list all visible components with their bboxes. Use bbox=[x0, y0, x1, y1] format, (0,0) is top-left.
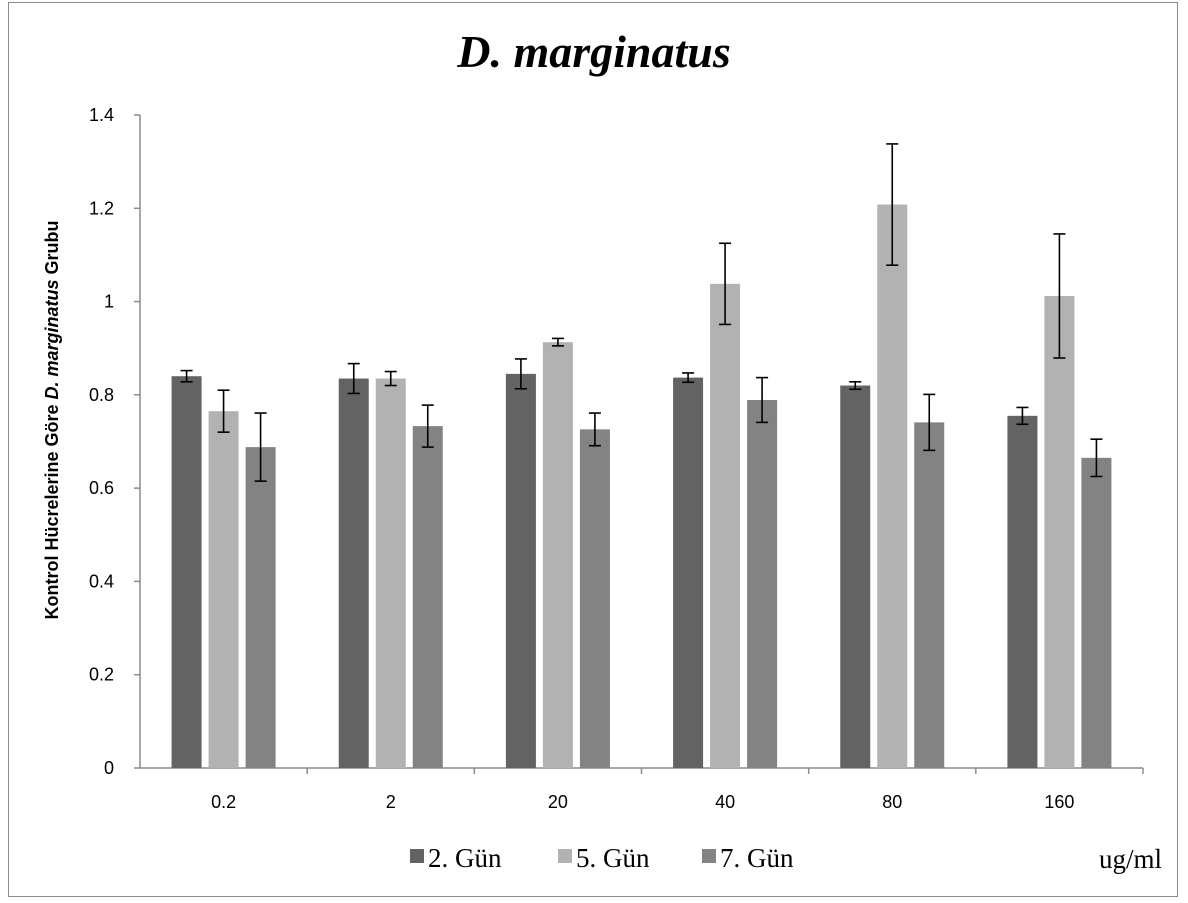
x-tick-label: 160 bbox=[1044, 792, 1074, 812]
legend-label: 7. Gün bbox=[720, 843, 794, 873]
y-tick-label: 0.8 bbox=[89, 385, 114, 405]
axes: 0 0.2 0.4 0.6 0.8 1 1.2 1.4 0.2 2 20 40 80 160 bbox=[89, 105, 1144, 812]
bar bbox=[245, 447, 276, 768]
bar bbox=[710, 283, 741, 768]
legend-label: 2. Gün bbox=[428, 843, 502, 873]
x-tick-label: 20 bbox=[548, 792, 568, 812]
bar bbox=[505, 373, 536, 768]
chart: D. marginatus Kontrol Hücrelerine Göre D… bbox=[42, 26, 1162, 874]
bar bbox=[208, 411, 239, 768]
y-tick-label: 1.2 bbox=[89, 198, 114, 218]
legend-label: 5. Gün bbox=[576, 843, 650, 873]
chart-frame: D. marginatus Kontrol Hücrelerine Göre D… bbox=[8, 2, 1178, 897]
bar bbox=[412, 426, 443, 768]
y-axis-label-part: Kontrol Hücrelerine Göre bbox=[42, 399, 62, 619]
bar bbox=[673, 377, 704, 768]
bar bbox=[1007, 415, 1038, 768]
y-axis-label-part: Grubu bbox=[42, 220, 62, 279]
x-tick-label: 40 bbox=[715, 792, 735, 812]
bar bbox=[1081, 457, 1112, 768]
legend-swatch bbox=[702, 849, 716, 863]
legend: 2. Gün 5. Gün 7. Gün bbox=[410, 843, 794, 873]
legend-swatch bbox=[558, 849, 572, 863]
bar bbox=[375, 378, 406, 768]
bar bbox=[579, 429, 610, 768]
y-tick-label: 0.4 bbox=[89, 571, 114, 591]
y-tick-label: 0.6 bbox=[89, 478, 114, 498]
x-tick-label: 2 bbox=[386, 792, 396, 812]
x-tick-label: 0.2 bbox=[211, 792, 236, 812]
bar bbox=[542, 342, 573, 768]
bar bbox=[877, 204, 908, 768]
bars bbox=[171, 204, 1112, 768]
legend-swatch bbox=[410, 849, 424, 863]
error-bars bbox=[180, 143, 1103, 482]
y-tick-label: 0 bbox=[104, 758, 114, 778]
bar bbox=[1044, 295, 1075, 768]
chart-title: D. marginatus bbox=[456, 26, 731, 77]
y-tick-label: 1.4 bbox=[89, 105, 114, 125]
bar bbox=[747, 399, 778, 768]
x-axis-unit-label: ug/ml bbox=[1099, 844, 1162, 874]
bar bbox=[840, 385, 871, 768]
y-axis-label-part: D. marginatus bbox=[42, 279, 62, 399]
bar bbox=[914, 422, 945, 768]
y-axis-label: Kontrol Hücrelerine Göre D. marginatus G… bbox=[42, 220, 62, 619]
x-tick-label: 80 bbox=[882, 792, 902, 812]
bar bbox=[338, 378, 369, 768]
y-tick-label: 1 bbox=[104, 292, 114, 312]
bar bbox=[171, 376, 202, 768]
y-tick-label: 0.2 bbox=[89, 665, 114, 685]
